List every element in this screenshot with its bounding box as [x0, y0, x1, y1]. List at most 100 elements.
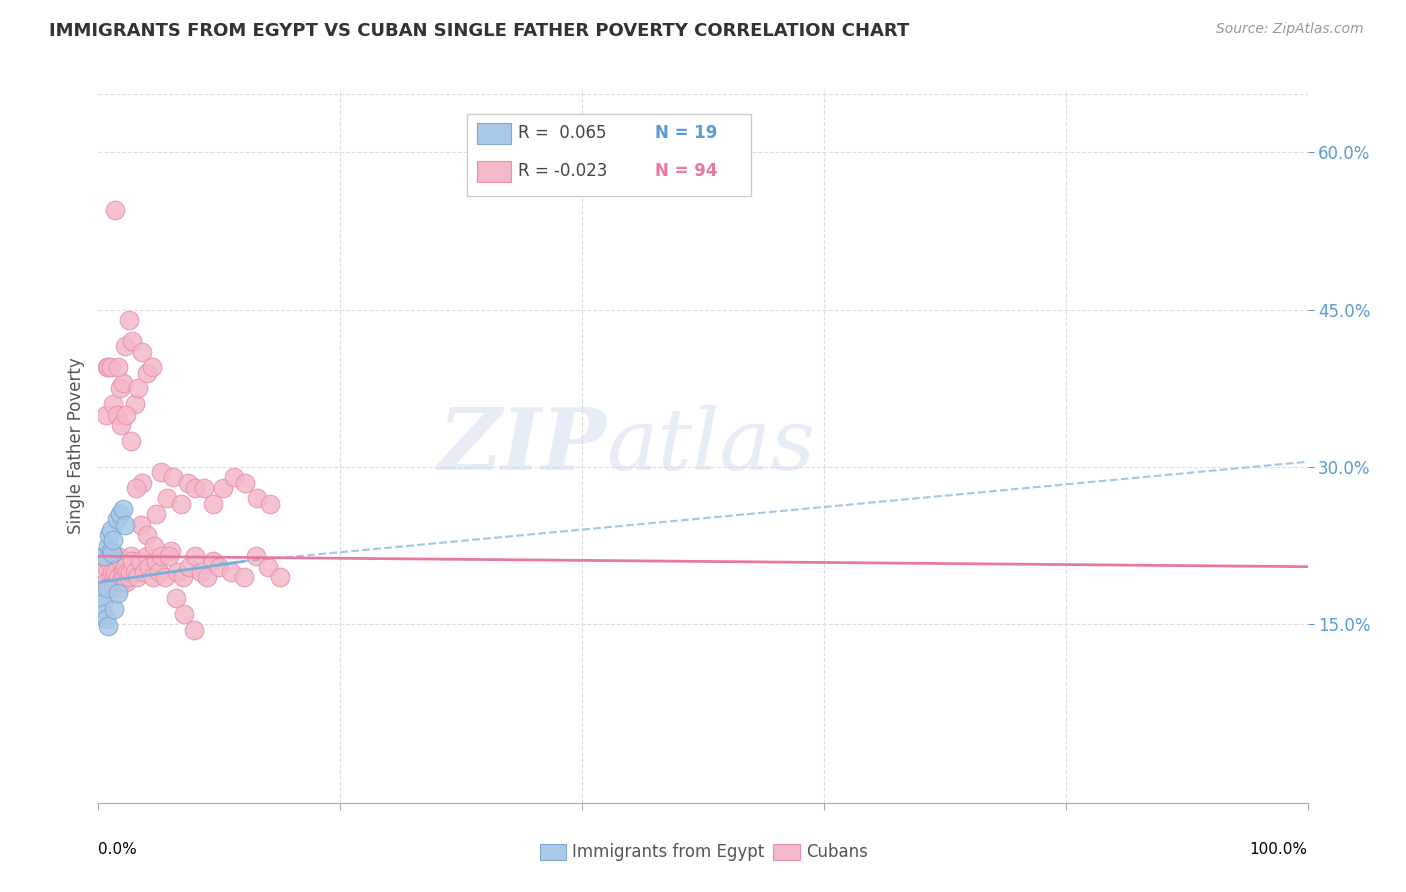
Point — [142, 570, 165, 584]
Point — [118, 570, 141, 584]
Point — [110, 417, 132, 432]
Point — [107, 360, 129, 375]
Text: N = 94: N = 94 — [655, 162, 717, 180]
Point — [125, 481, 148, 495]
Point — [97, 554, 120, 568]
Point — [104, 202, 127, 217]
Point — [269, 570, 291, 584]
Point — [246, 491, 269, 506]
Point — [105, 549, 128, 564]
Point — [208, 559, 231, 574]
Text: 0.0%: 0.0% — [98, 842, 138, 856]
Point — [100, 570, 122, 584]
Point — [105, 408, 128, 422]
Point — [124, 397, 146, 411]
Point — [108, 381, 131, 395]
Point — [212, 481, 235, 495]
Text: N = 19: N = 19 — [655, 125, 717, 143]
Text: IMMIGRANTS FROM EGYPT VS CUBAN SINGLE FATHER POVERTY CORRELATION CHART: IMMIGRANTS FROM EGYPT VS CUBAN SINGLE FA… — [49, 22, 910, 40]
Point — [202, 497, 225, 511]
Point — [129, 517, 152, 532]
Point — [148, 565, 170, 579]
Point — [232, 570, 254, 584]
Bar — [773, 844, 800, 860]
Point — [111, 376, 134, 390]
Point — [172, 570, 194, 584]
Point — [184, 481, 207, 495]
Point — [107, 586, 129, 600]
Point — [96, 559, 118, 574]
Text: Source: ZipAtlas.com: Source: ZipAtlas.com — [1216, 22, 1364, 37]
Point — [101, 533, 124, 548]
Point — [96, 581, 118, 595]
Point — [94, 408, 117, 422]
Point — [195, 570, 218, 584]
Text: ZIP: ZIP — [439, 404, 606, 488]
Point — [105, 512, 128, 526]
Text: R =  0.065: R = 0.065 — [517, 125, 606, 143]
Point — [156, 491, 179, 506]
Point — [98, 544, 121, 558]
Point — [124, 565, 146, 579]
Point — [127, 570, 149, 584]
Point — [111, 565, 134, 579]
Y-axis label: Single Father Poverty: Single Father Poverty — [66, 358, 84, 534]
Bar — [467, 114, 751, 196]
Point — [100, 546, 122, 560]
Point — [131, 344, 153, 359]
Text: Immigrants from Egypt: Immigrants from Egypt — [572, 843, 765, 861]
Point — [91, 549, 114, 564]
Point — [202, 554, 225, 568]
Point — [97, 619, 120, 633]
Point — [108, 507, 131, 521]
Point — [145, 554, 167, 568]
Text: R = -0.023: R = -0.023 — [517, 162, 607, 180]
Point — [118, 313, 141, 327]
Point — [145, 507, 167, 521]
Point — [114, 339, 136, 353]
Point — [193, 481, 215, 495]
Point — [101, 397, 124, 411]
Point — [117, 565, 139, 579]
Point — [114, 517, 136, 532]
Point — [100, 523, 122, 537]
Point — [256, 559, 278, 574]
Point — [150, 549, 173, 564]
Point — [179, 559, 201, 574]
Point — [104, 565, 127, 579]
Point — [190, 565, 212, 579]
Point — [93, 607, 115, 621]
Point — [100, 360, 122, 375]
Point — [135, 549, 157, 564]
Point — [112, 570, 135, 584]
Point — [120, 549, 142, 564]
Bar — [477, 161, 510, 182]
Point — [141, 360, 163, 375]
Point — [166, 565, 188, 579]
Point — [101, 581, 124, 595]
Point — [93, 570, 115, 584]
Point — [165, 591, 187, 606]
Point — [245, 549, 267, 564]
Point — [114, 559, 136, 574]
Point — [121, 334, 143, 348]
Text: atlas: atlas — [606, 405, 815, 487]
Point — [100, 565, 122, 579]
Point — [150, 465, 173, 479]
Point — [94, 575, 117, 590]
Point — [94, 612, 117, 626]
Point — [107, 570, 129, 584]
Point — [184, 549, 207, 564]
Bar — [540, 844, 567, 860]
Text: 100.0%: 100.0% — [1250, 842, 1308, 856]
Point — [115, 408, 138, 422]
Point — [143, 539, 166, 553]
Point — [169, 497, 191, 511]
Point — [91, 596, 114, 610]
Point — [96, 360, 118, 375]
Point — [97, 539, 120, 553]
Point — [221, 565, 243, 579]
Point — [135, 528, 157, 542]
Point — [115, 575, 138, 590]
Bar — [477, 123, 510, 145]
